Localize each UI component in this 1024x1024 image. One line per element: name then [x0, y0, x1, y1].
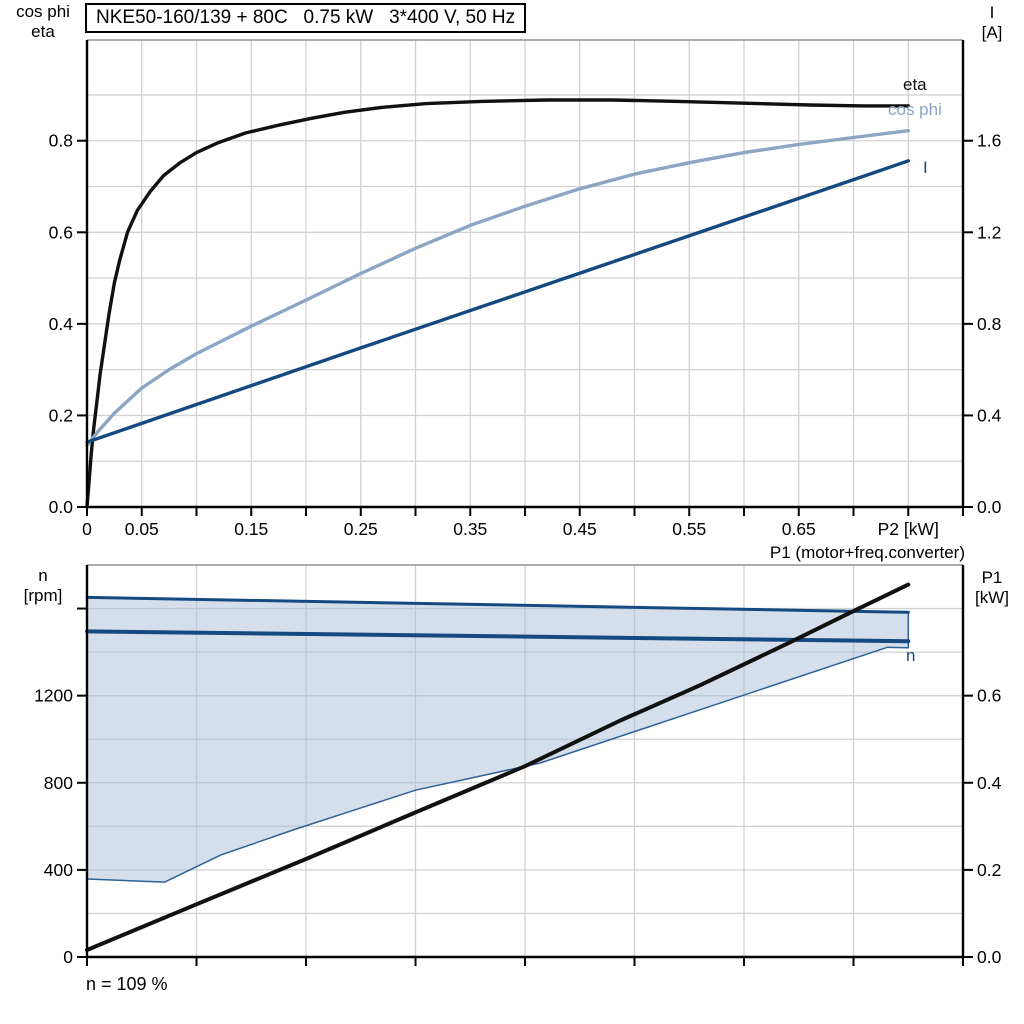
- series-I: [85, 159, 910, 444]
- x-tick-label: 0.25: [344, 519, 378, 539]
- left-axis-title-n: n: [38, 566, 48, 585]
- right-tick-label: 0.4: [977, 773, 1002, 793]
- right-tick-label: 0.6: [977, 686, 1001, 706]
- series-P1 (motor+freq.converter): [85, 582, 911, 952]
- right-tick-label: 0.0: [977, 947, 1002, 967]
- curve-label-current: I: [923, 158, 928, 177]
- left-axis-title-eta: eta: [31, 21, 55, 41]
- curve-label-eta: eta: [903, 75, 927, 94]
- right-tick-label: 1.2: [977, 222, 1001, 242]
- x-tick-label: 0.45: [563, 519, 597, 539]
- x-tick-label: 0.55: [672, 519, 706, 539]
- right-axis-title-p1: P1: [981, 568, 1003, 587]
- top-chart-left-axis-title: cos phi eta: [2, 2, 84, 41]
- p1-curve-title: P1 (motor+freq.converter): [769, 543, 965, 562]
- right-tick-label: 0.0: [977, 497, 1002, 517]
- right-tick-label: 0.8: [977, 314, 1001, 334]
- x-tick-label: 0.15: [234, 519, 268, 539]
- left-tick-label: 800: [44, 773, 73, 793]
- left-tick-label: 0.8: [49, 131, 73, 151]
- curve-label-n: n: [906, 646, 916, 665]
- x-tick-label: P2 [kW]: [878, 519, 939, 539]
- right-tick-label: 1.6: [977, 131, 1001, 151]
- bottom-chart-right-axis-title: P1 [kW]: [960, 568, 1024, 607]
- right-tick-label: 0.4: [977, 405, 1002, 425]
- x-tick-label: 0.05: [125, 519, 159, 539]
- left-tick-label: 400: [44, 860, 73, 880]
- left-axis-title-rpm-unit: [rpm]: [23, 585, 63, 605]
- right-tick-label: 0.2: [977, 860, 1001, 880]
- left-axis-title-cosphi: cos phi: [16, 2, 70, 21]
- left-tick-label: 0.6: [49, 222, 73, 242]
- right-axis-title-current: I: [989, 3, 995, 22]
- x-tick-label: 0.65: [782, 519, 816, 539]
- left-tick-label: 0.2: [49, 405, 73, 425]
- x-tick-label: 0: [82, 519, 92, 539]
- bottom-chart-left-axis-title: n [rpm]: [2, 566, 84, 605]
- left-tick-label: 1200: [34, 686, 73, 706]
- chart-title-box: NKE50-160/139 + 80C 0.75 kW 3*400 V, 50 …: [85, 3, 527, 33]
- series-cos phi: [85, 128, 910, 447]
- left-tick-label: 0: [63, 947, 73, 967]
- right-axis-title-kw-unit: [kW]: [975, 587, 1009, 607]
- left-tick-label: 0.0: [49, 497, 74, 517]
- series-eta: [85, 98, 910, 509]
- series-n: [85, 629, 911, 644]
- speed-percentage-label: n = 109 %: [86, 974, 168, 994]
- series-speed-range-top: [85, 595, 910, 614]
- right-axis-title-amps-unit: [A]: [981, 22, 1003, 42]
- x-tick-label: 0.35: [453, 519, 487, 539]
- top-chart-right-axis-title: I [A]: [962, 3, 1022, 42]
- left-tick-label: 0.4: [49, 314, 74, 334]
- curve-label-cosphi: cos phi: [888, 100, 942, 119]
